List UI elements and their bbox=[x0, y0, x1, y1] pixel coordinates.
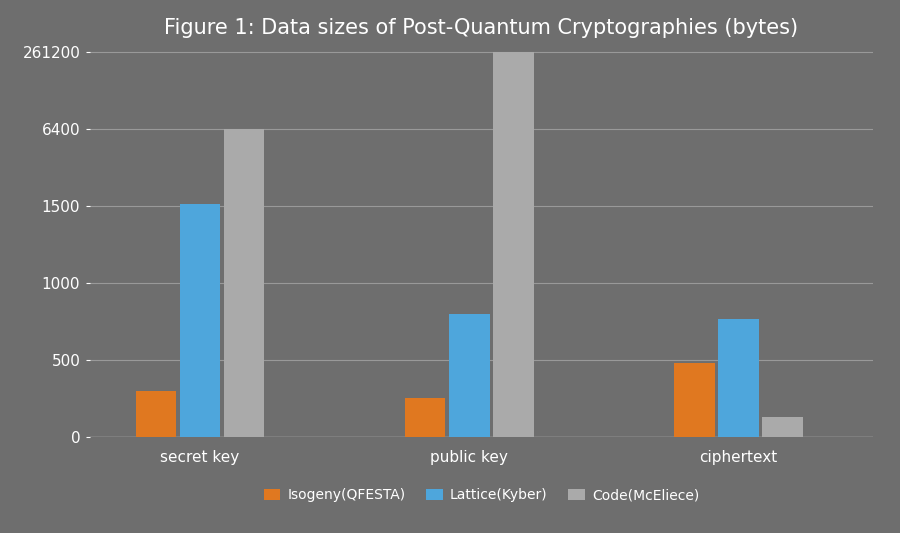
Bar bbox=[405, 398, 446, 437]
Legend: Isogeny(QFESTA), Lattice(Kyber), Code(McEliece): Isogeny(QFESTA), Lattice(Kyber), Code(Mc… bbox=[258, 483, 705, 508]
Bar bbox=[718, 319, 759, 437]
Title: Figure 1: Data sizes of Post-Quantum Cryptographies (bytes): Figure 1: Data sizes of Post-Quantum Cry… bbox=[165, 18, 798, 38]
Bar bbox=[449, 314, 490, 437]
Bar bbox=[136, 391, 176, 437]
Bar bbox=[224, 129, 265, 437]
Bar bbox=[762, 417, 803, 437]
Bar bbox=[180, 204, 220, 437]
Bar bbox=[493, 52, 534, 437]
Bar bbox=[674, 363, 715, 437]
